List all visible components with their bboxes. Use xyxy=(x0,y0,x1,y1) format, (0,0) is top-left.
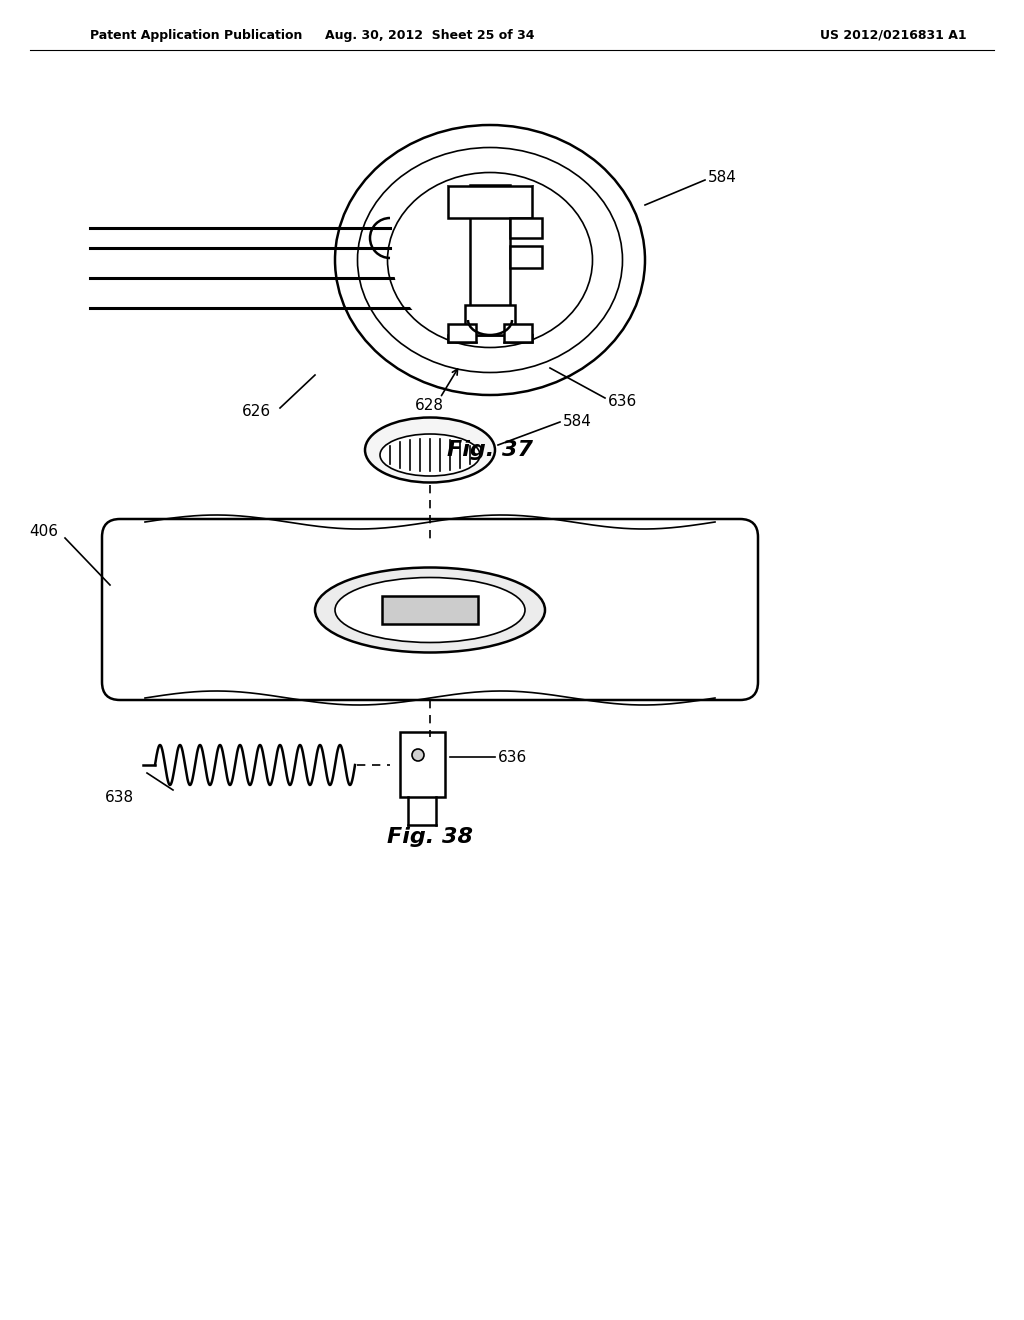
Bar xyxy=(510,218,542,238)
Text: Aug. 30, 2012  Sheet 25 of 34: Aug. 30, 2012 Sheet 25 of 34 xyxy=(326,29,535,41)
Text: 584: 584 xyxy=(708,170,737,186)
Bar xyxy=(504,323,532,342)
Text: 636: 636 xyxy=(608,395,637,409)
Bar xyxy=(470,185,510,335)
Bar xyxy=(449,323,476,342)
Text: 584: 584 xyxy=(563,414,592,429)
Bar xyxy=(449,186,532,218)
Bar xyxy=(510,218,542,238)
Ellipse shape xyxy=(365,417,495,483)
Text: 636: 636 xyxy=(498,750,527,764)
Text: 626: 626 xyxy=(242,404,271,420)
Bar xyxy=(449,186,532,218)
Text: 406: 406 xyxy=(29,524,58,540)
Bar xyxy=(510,246,542,268)
Text: US 2012/0216831 A1: US 2012/0216831 A1 xyxy=(820,29,967,41)
Bar xyxy=(465,305,515,335)
Text: Patent Application Publication: Patent Application Publication xyxy=(90,29,302,41)
Bar xyxy=(510,246,542,268)
Ellipse shape xyxy=(315,568,545,652)
Bar xyxy=(465,305,515,335)
Bar xyxy=(400,733,445,797)
Ellipse shape xyxy=(380,434,480,477)
Text: 628: 628 xyxy=(415,397,444,412)
Ellipse shape xyxy=(392,177,588,342)
Bar xyxy=(504,323,532,342)
Ellipse shape xyxy=(335,578,525,643)
FancyBboxPatch shape xyxy=(102,519,758,700)
Bar xyxy=(438,218,470,238)
Text: Fig. 38: Fig. 38 xyxy=(387,828,473,847)
Text: 638: 638 xyxy=(105,789,134,804)
Bar xyxy=(449,323,476,342)
Text: Fig. 37: Fig. 37 xyxy=(447,440,534,459)
Ellipse shape xyxy=(390,176,590,345)
Circle shape xyxy=(412,748,424,762)
Bar xyxy=(382,597,478,624)
Bar xyxy=(470,185,510,335)
